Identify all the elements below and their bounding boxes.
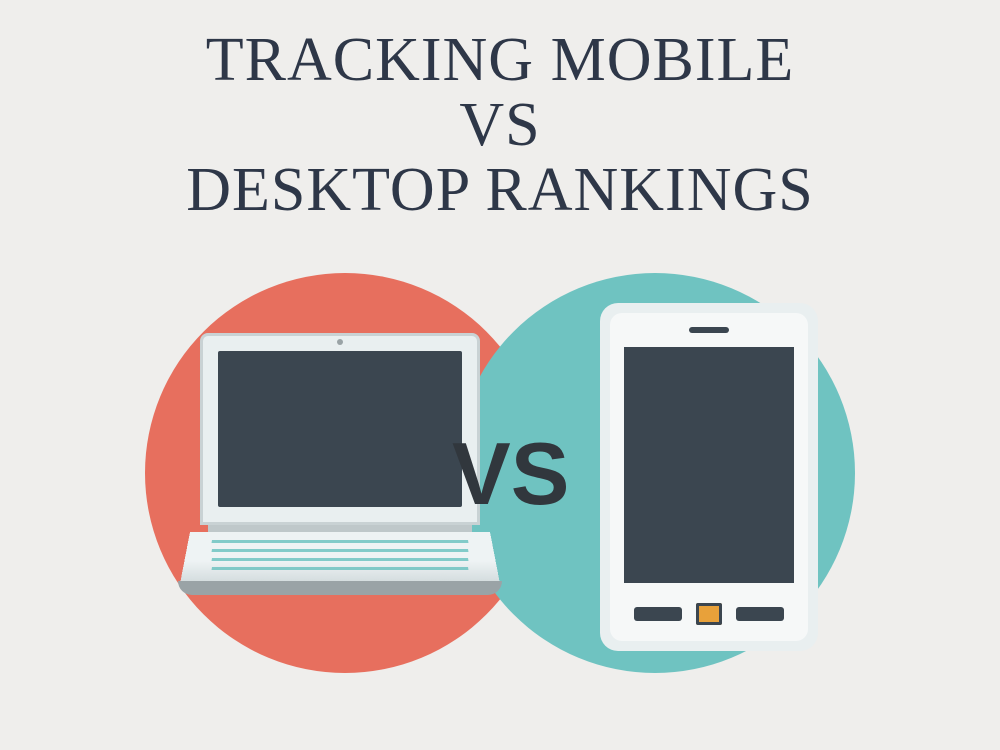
phone-icon bbox=[600, 303, 818, 651]
phone-screen bbox=[624, 347, 794, 583]
phone-button-right bbox=[736, 607, 784, 621]
laptop-icon bbox=[190, 333, 490, 613]
phone-button-left bbox=[634, 607, 682, 621]
comparison-graphic: VS bbox=[130, 253, 870, 693]
laptop-kb-line-1 bbox=[212, 540, 469, 543]
laptop-foot bbox=[178, 581, 502, 595]
phone-speaker bbox=[689, 327, 729, 333]
laptop-kb-line-2 bbox=[212, 549, 469, 552]
laptop-screen bbox=[218, 351, 462, 507]
vs-label: VS bbox=[452, 423, 569, 525]
phone-home-button bbox=[696, 603, 722, 625]
title-line-3: DESKTOP RANKINGS bbox=[186, 156, 813, 224]
title-line-2: VS bbox=[459, 91, 540, 159]
title-line-1: TRACKING MOBILE bbox=[206, 26, 794, 94]
page-title: TRACKING MOBILE VS DESKTOP RANKINGS bbox=[186, 28, 813, 223]
laptop-kb-line-4 bbox=[212, 567, 469, 570]
laptop-kb-line-3 bbox=[212, 558, 469, 561]
